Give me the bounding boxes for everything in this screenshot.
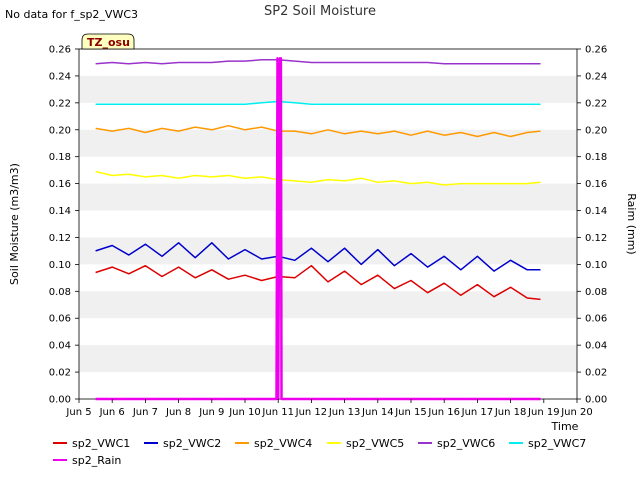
x-tick-label: Jun 15 [394,407,427,418]
x-tick-label: Jun 10 [228,407,261,418]
y-tick-label: 0.16 [49,179,71,190]
series-line-sp2-vwc4 [95,124,541,138]
grid-band [79,129,577,157]
y2-axis-label: Raim (mm) [625,193,638,254]
x-tick-label: Jun 7 [132,407,158,418]
y2-tick-label: 0.12 [585,233,607,244]
chart-title: SP2 Soil Moisture [264,4,376,19]
no-data-note: No data for f_sp2_VWC3 [5,8,138,21]
legend-label: sp2_VWC2 [163,437,221,450]
x-tick-label: Jun 20 [560,407,593,418]
x-tick-label: Jun 13 [328,407,361,418]
x-tick-label: Jun 18 [494,407,527,418]
y-tick-label: 0.20 [49,125,71,136]
grid-band [79,345,577,373]
grid-band [79,237,577,265]
legend-label: sp2_Rain [72,454,121,467]
y2-tick-label: 0.22 [585,98,607,109]
y2-tick-label: 0.04 [585,341,607,352]
x-tick-label: Jun 14 [361,407,394,418]
y2-tick-label: 0.06 [585,314,607,325]
y-tick-label: 0.08 [49,287,71,298]
legend-label: sp2_VWC5 [346,437,404,450]
y2-tick-label: 0.08 [585,287,607,298]
y2-tick-label: 0.02 [585,368,607,379]
series-line-sp2-vwc2 [95,242,541,272]
x-tick-label: Jun 12 [295,407,328,418]
y-tick-label: 0.12 [49,233,71,244]
y-tick-label: 0.00 [49,395,71,406]
y-tick-label: 0.22 [49,98,71,109]
y2-tick-label: 0.00 [585,395,607,406]
y2-tick-label: 0.18 [585,152,607,163]
series-layer [95,57,541,401]
grid-bands [79,75,577,373]
axes-layer: Jun 5 Jun 6 Jun 7 Jun 8 Jun 9 Jun 10 Jun 11 Jun… [49,45,608,419]
grid-band [79,183,577,211]
grid-band [79,75,577,103]
y-tick-label: 0.14 [49,206,71,217]
y2-tick-label: 0.10 [585,260,607,271]
series-line-sp2-vwc6 [95,59,541,65]
x-tick-label: Jun 5 [65,407,91,418]
y2-tick-label: 0.14 [585,206,607,217]
y2-tick-label: 0.24 [585,71,607,82]
series-line-sp2-vwc1 [95,264,541,301]
y-tick-label: 0.10 [49,260,71,271]
x-tick-label: Jun 9 [198,407,224,418]
y-tick-label: 0.04 [49,341,71,352]
y-tick-label: 0.26 [49,45,71,56]
series-line-sp2-vwc7 [95,100,541,105]
y-tick-label: 0.06 [49,314,71,325]
y2-tick-label: 0.20 [585,125,607,136]
y-axis-label: Soil Moisture (m3/m3) [8,163,21,285]
y-tick-label: 0.02 [49,368,71,379]
y-tick-label: 0.18 [49,152,71,163]
grid-band [79,291,577,319]
series-line-sp2-vwc5 [95,170,541,186]
x-tick-label: Jun 17 [461,407,494,418]
tz-badge: TZ_osu [81,33,135,50]
y2-tick-label: 0.26 [585,45,607,56]
legend-label: sp2_VWC1 [72,437,130,450]
y2-tick-label: 0.16 [585,179,607,190]
x-tick-label: Jun 11 [261,407,294,418]
x-axis-label: Time [551,420,579,433]
series-line-sp2-rain [95,57,541,401]
legend-label: sp2_VWC6 [437,437,495,450]
legend-label: sp2_VWC7 [528,437,586,450]
x-tick-label: Jun 6 [99,407,125,418]
legend-label: sp2_VWC4 [254,437,312,450]
x-tick-label: Jun 8 [165,407,191,418]
y-tick-label: 0.24 [49,71,71,82]
x-tick-label: Jun 19 [527,407,560,418]
tz-badge-label: TZ_osu [87,36,130,49]
legend: sp2_VWC1 sp2_VWC2 sp2_VWC4 sp2_VWC5 sp2_VWC6… [53,437,586,467]
x-tick-label: Jun 16 [427,407,460,418]
